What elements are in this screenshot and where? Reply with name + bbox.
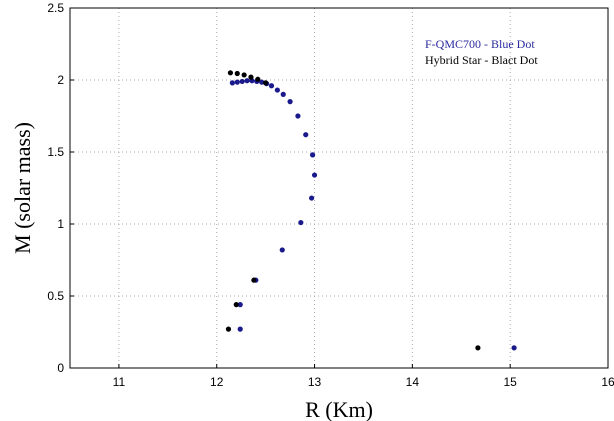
data-point	[234, 79, 240, 85]
series-black-dots	[225, 70, 481, 351]
y-tick-label: 1.5	[47, 145, 64, 159]
series-blue-dots	[229, 78, 517, 351]
data-point	[233, 302, 239, 308]
data-point	[237, 326, 243, 332]
data-point	[259, 79, 265, 85]
data-point	[248, 74, 254, 80]
data-point	[251, 277, 257, 283]
x-tick-label: 14	[406, 375, 420, 389]
data-point	[309, 152, 316, 158]
data-point	[268, 83, 275, 89]
y-tick-label: 0.5	[47, 289, 64, 303]
legend-entry-black: Hybrid Star - Blact Dot	[425, 53, 538, 67]
data-point	[280, 91, 286, 97]
plot-frame	[69, 7, 609, 369]
data-point	[287, 99, 293, 105]
data-point	[295, 113, 301, 119]
data-point	[475, 345, 481, 351]
x-tick-label: 13	[308, 375, 322, 389]
data-point	[229, 80, 235, 86]
data-point	[309, 195, 315, 201]
x-tick-label: 16	[601, 375, 614, 389]
data-point	[303, 132, 309, 138]
data-point	[237, 302, 243, 308]
data-point	[263, 80, 269, 86]
data-point	[511, 345, 517, 351]
x-tick-label: 12	[210, 375, 224, 389]
data-point	[225, 326, 232, 332]
data-point	[274, 87, 280, 93]
y-tick-label: 1	[57, 217, 64, 231]
y-tick-label: 2	[57, 73, 64, 87]
y-axis-title: M (solar mass)	[10, 122, 35, 254]
x-axis-title: R (Km)	[305, 397, 373, 421]
x-tick-label: 11	[113, 375, 126, 389]
y-axis-ticks: 0 0.5 1 1.5 2 2.5	[47, 1, 74, 375]
data-point	[234, 70, 240, 77]
y-tick-label: 2.5	[47, 1, 64, 15]
legend-entry-blue: F-QMC700 - Blue Dot	[425, 37, 535, 51]
data-point	[279, 247, 285, 253]
x-axis-ticks: 11 12 13 14 15 16	[113, 364, 614, 389]
data-point	[241, 72, 247, 78]
data-point	[311, 172, 318, 178]
data-point	[227, 70, 234, 76]
data-point	[244, 78, 250, 84]
y-tick-label: 0	[57, 361, 64, 375]
x-tick-label: 15	[504, 375, 518, 389]
legend: F-QMC700 - Blue Dot Hybrid Star - Blact …	[425, 37, 538, 67]
data-point	[255, 76, 261, 82]
data-point	[298, 219, 304, 226]
data-points	[225, 70, 517, 351]
data-point	[239, 78, 245, 85]
